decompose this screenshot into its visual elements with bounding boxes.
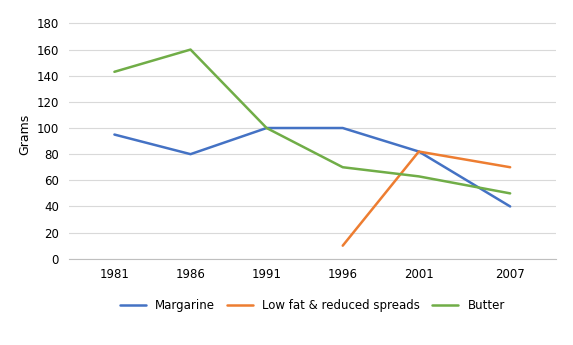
Line: Margarine: Margarine [115, 128, 510, 206]
Butter [339, 165, 346, 169]
Butter [415, 174, 422, 178]
Butter [111, 70, 118, 74]
Butter [507, 191, 513, 196]
Low fat & reduced spreads [415, 149, 422, 154]
Margarine [415, 149, 422, 154]
Margarine [263, 126, 270, 130]
Margarine [507, 204, 513, 208]
Margarine [339, 126, 346, 130]
Line: Butter: Butter [115, 50, 510, 194]
Butter [263, 126, 270, 130]
Low fat & reduced spreads [507, 165, 513, 169]
Y-axis label: Grams: Grams [18, 114, 31, 155]
Line: Low fat & reduced spreads: Low fat & reduced spreads [343, 151, 510, 246]
Butter [187, 48, 194, 52]
Legend: Margarine, Low fat & reduced spreads, Butter: Margarine, Low fat & reduced spreads, Bu… [120, 299, 505, 313]
Low fat & reduced spreads [339, 244, 346, 248]
Margarine [111, 132, 118, 137]
Margarine [187, 152, 194, 156]
